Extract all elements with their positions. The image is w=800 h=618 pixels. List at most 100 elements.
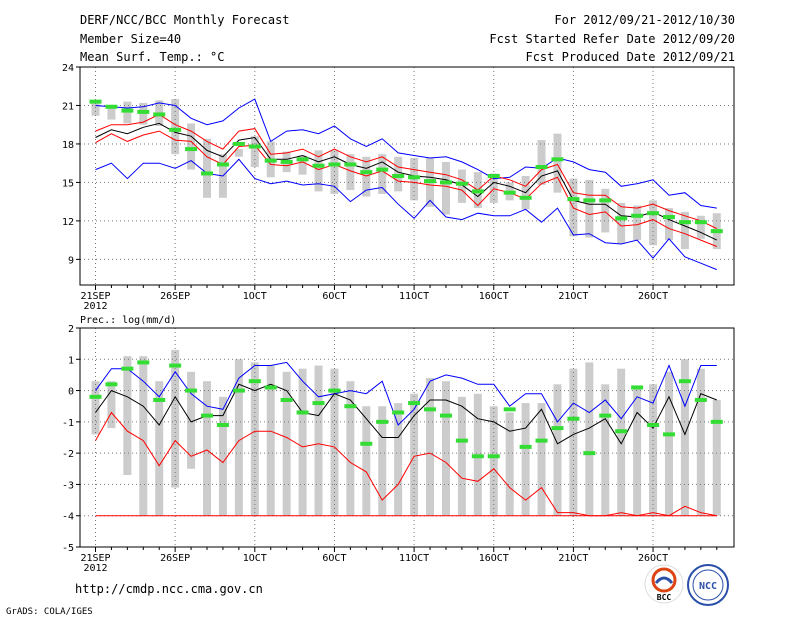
observed-box [553,384,562,516]
observed-box [107,381,116,429]
y-tick-label: 1 [68,355,74,366]
observed-box [107,106,116,120]
observed-marker [455,438,468,443]
observed-box [585,362,594,516]
observed-box [633,205,642,241]
header-member-size: Member Size=40 [80,32,181,46]
observed-marker [264,158,277,163]
x-tick-label: 21SEP [80,291,110,302]
observed-box [569,368,578,516]
observed-box [330,368,339,516]
y-tick-label: -5 [62,543,74,554]
observed-box [171,349,180,488]
observed-box [505,412,514,516]
x-tick-label: 26SEP [160,291,190,302]
observed-box [457,169,466,203]
observed-marker [137,360,150,365]
y-tick-label: -4 [62,512,74,523]
x-tick-label: 26OCT [638,553,668,564]
observed-box [298,368,307,516]
y-tick-label: -3 [62,480,74,491]
plot-frame [79,327,735,548]
observed-box [601,188,610,233]
observed-marker [694,220,707,225]
observed-marker [455,181,468,186]
observed-box [314,365,323,516]
observed-box [712,399,721,516]
y-tick-label: 9 [68,255,74,266]
observed-box [203,138,212,198]
observed-box [633,387,642,516]
observed-box [187,123,196,170]
observed-marker [248,379,261,384]
observed-box [664,371,673,516]
observed-marker [662,215,675,220]
observed-marker [137,109,150,114]
observed-marker [121,366,134,371]
observed-box [617,202,626,244]
header-produced-date: Fcst Produced Date 2012/09/21 [525,50,735,64]
observed-marker [631,385,644,390]
x-tick-label: 1OCT [243,553,267,564]
x-tick-label: 21OCT [558,553,588,564]
observed-box [314,150,323,192]
observed-box [123,356,132,476]
observed-marker [583,451,596,456]
observed-box [696,368,705,516]
observed-box [680,211,689,250]
observed-box [378,154,387,194]
y-tick-label: -1 [62,418,74,429]
y-tick-label: 12 [62,217,74,228]
series-line-mean [95,122,718,241]
observed-box [585,179,594,238]
grads-credit: GrADS: COLA/IGES [6,607,93,617]
observed-marker [408,401,421,406]
observed-marker [105,104,118,109]
observed-box [696,215,705,239]
observed-marker [710,229,723,234]
observed-marker [615,429,628,434]
observed-marker [599,413,612,418]
series-line-min [95,158,717,271]
observed-marker [280,397,293,402]
y-tick-label: 18 [62,140,74,151]
observed-marker [694,397,707,402]
observed-marker [408,175,421,180]
observed-box [187,371,196,469]
observed-marker [201,171,214,176]
observed-box [330,150,339,194]
x-tick-label: 26OCT [638,291,668,302]
x-tick-label: 11OCT [399,291,429,302]
observed-box [362,406,371,516]
observed-marker [487,454,500,459]
observed-marker [551,157,564,162]
observed-marker [296,157,309,162]
observed-marker [471,189,484,194]
series-line-upper [95,113,718,230]
observed-marker [264,385,277,390]
observed-marker [424,407,437,412]
year-label: 2012 [83,301,107,312]
observed-marker [153,397,166,402]
observed-box [362,156,371,197]
footer-url[interactable]: http://cmdp.ncc.cma.gov.cn [75,582,263,596]
observed-marker [392,410,405,415]
observed-marker [519,195,532,200]
observed-marker [328,162,341,167]
observed-marker [89,99,102,104]
observed-box [680,359,689,516]
observed-box [346,154,355,191]
header-title: DERF/NCC/BCC Monthly Forecast [80,13,290,27]
observed-marker [344,404,357,409]
observed-marker [615,216,628,221]
observed-marker [216,162,229,167]
x-tick-label: 16OCT [479,553,509,564]
observed-box [457,396,466,516]
ncc-logo-text: NCC [699,581,717,592]
observed-box [649,200,658,246]
header-variable: Mean Surf. Temp.: °C [80,50,225,64]
observed-box [282,371,291,516]
observed-box [649,384,658,516]
observed-marker [567,197,580,202]
y-tick-label: -2 [62,449,74,460]
